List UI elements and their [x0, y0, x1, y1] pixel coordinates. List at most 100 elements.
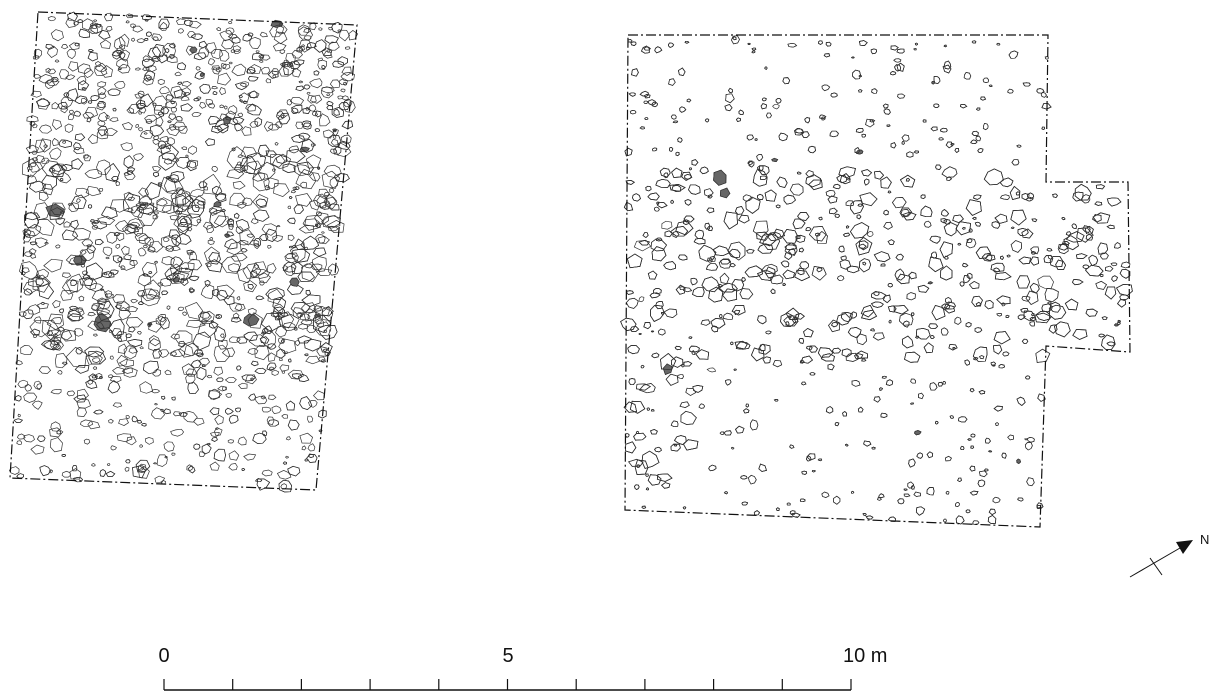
stone — [207, 239, 215, 245]
stone — [215, 427, 219, 430]
stone — [144, 182, 162, 201]
stone — [653, 288, 662, 295]
stone — [663, 308, 678, 318]
stone — [874, 170, 885, 180]
stone — [47, 16, 56, 22]
stone — [123, 345, 138, 360]
stone — [839, 259, 852, 270]
stone — [836, 313, 851, 326]
stone — [103, 127, 118, 136]
stone — [1106, 197, 1122, 207]
stone — [673, 444, 678, 447]
stone — [825, 406, 834, 414]
stone — [265, 78, 271, 84]
stone — [118, 45, 123, 48]
stone — [97, 111, 108, 122]
stone — [955, 221, 971, 236]
stone — [182, 195, 195, 207]
stone — [200, 283, 215, 299]
stone — [682, 506, 687, 510]
stone — [92, 366, 98, 370]
stone — [858, 40, 868, 46]
stone — [992, 496, 1001, 504]
stone — [171, 234, 182, 247]
stone — [322, 348, 328, 352]
stone — [22, 309, 34, 320]
stone — [175, 157, 191, 169]
stone — [745, 196, 761, 214]
stone — [754, 138, 758, 141]
stone — [1041, 103, 1052, 110]
stone — [1049, 255, 1064, 268]
stone — [688, 184, 701, 195]
stone — [201, 443, 212, 455]
stone — [237, 154, 243, 158]
stone — [831, 321, 839, 328]
stone — [159, 136, 169, 143]
stone — [918, 392, 924, 400]
stone — [149, 124, 165, 137]
stone — [340, 72, 355, 82]
stone — [73, 328, 84, 337]
stone — [193, 417, 205, 426]
stone — [1001, 302, 1006, 307]
stone — [887, 190, 892, 194]
stone — [929, 235, 941, 244]
stone — [172, 411, 183, 417]
stone — [154, 403, 158, 406]
stone — [296, 46, 304, 53]
stone — [124, 223, 139, 234]
stone — [647, 192, 660, 201]
stone — [944, 255, 949, 260]
stone — [181, 81, 193, 87]
stone — [227, 439, 234, 444]
stone — [675, 220, 694, 236]
stone — [113, 231, 121, 236]
stone — [215, 26, 221, 31]
stone — [665, 373, 679, 386]
stone — [320, 342, 333, 354]
stone — [961, 227, 966, 230]
stone — [258, 272, 272, 284]
stone — [91, 463, 96, 467]
stone — [326, 100, 334, 106]
stone — [1044, 288, 1059, 303]
stone — [638, 332, 642, 335]
stone — [893, 58, 902, 63]
stone — [829, 207, 838, 215]
stone — [775, 507, 780, 511]
stone — [328, 41, 340, 51]
stone — [137, 419, 143, 424]
stone — [1099, 252, 1109, 260]
stone — [189, 46, 198, 54]
stone — [87, 133, 98, 144]
stone — [206, 374, 213, 379]
stone — [669, 147, 674, 152]
stone — [315, 268, 333, 276]
stone — [255, 50, 260, 54]
stone — [124, 306, 139, 313]
stone — [1010, 209, 1027, 226]
stone — [201, 364, 206, 368]
stone — [299, 313, 311, 321]
stone — [640, 364, 645, 369]
stone — [210, 320, 215, 323]
stone — [970, 433, 976, 438]
stone — [904, 351, 921, 363]
stone — [852, 69, 861, 80]
stone — [816, 267, 823, 273]
stone — [865, 118, 875, 128]
stone — [901, 335, 914, 349]
stone — [945, 455, 952, 462]
stone — [237, 201, 247, 209]
stone — [937, 381, 944, 387]
stone — [303, 353, 309, 357]
stone — [1008, 50, 1019, 59]
stone — [965, 238, 977, 249]
stone — [972, 346, 988, 362]
stone — [293, 164, 311, 177]
stone — [291, 134, 306, 143]
stone — [214, 193, 227, 202]
stone — [893, 305, 909, 315]
stone — [142, 55, 150, 63]
